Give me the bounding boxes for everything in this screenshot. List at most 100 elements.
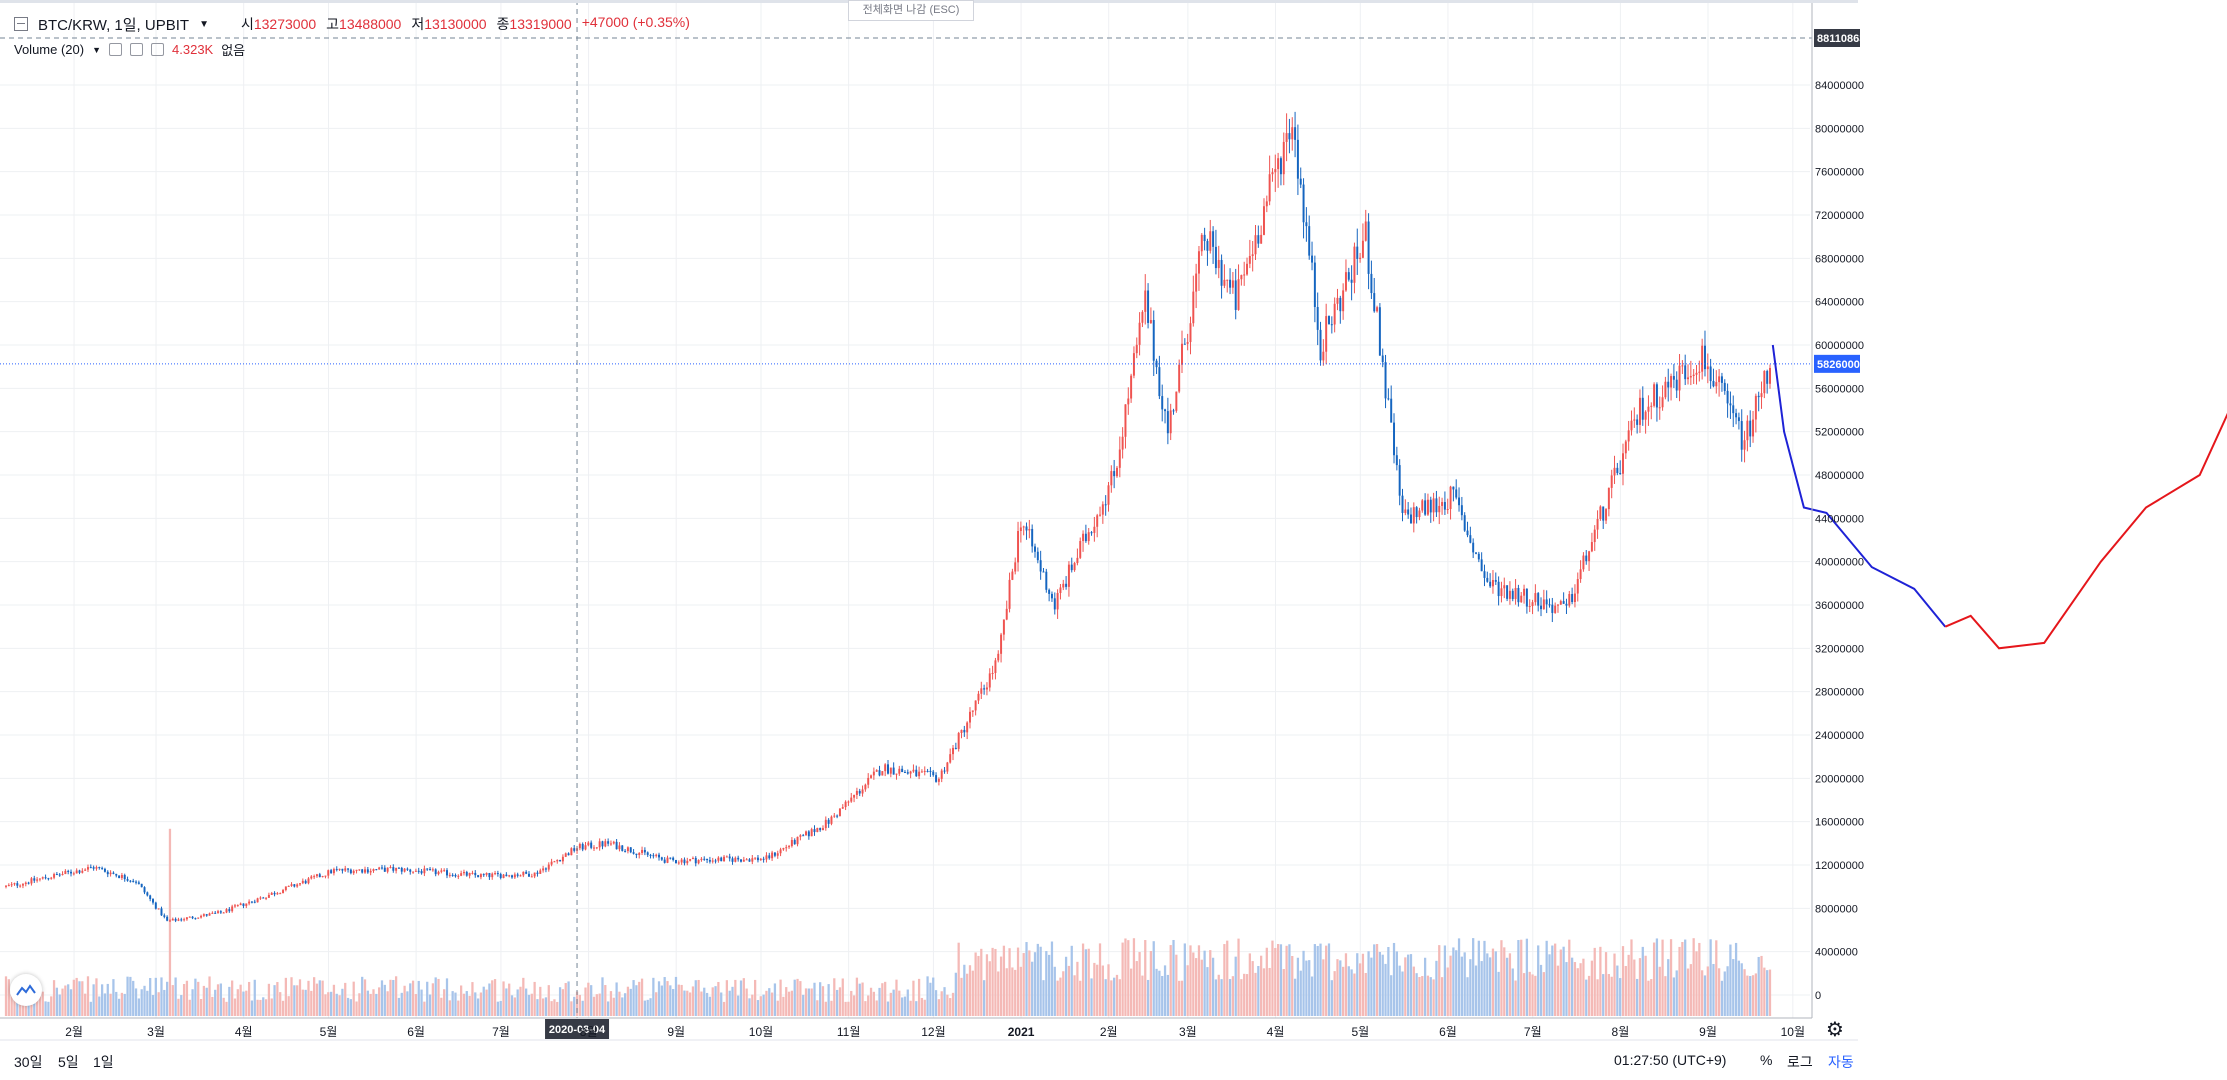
candle-body xyxy=(1720,376,1723,383)
volume-bar xyxy=(253,979,256,1016)
volume-bar xyxy=(1073,975,1076,1016)
volume-bar xyxy=(1686,968,1690,1016)
current-price-text: 58260000 xyxy=(1817,359,1866,371)
candle-body xyxy=(53,874,56,878)
candle-body xyxy=(887,764,889,774)
volume-bar xyxy=(1548,954,1551,1016)
candle-body xyxy=(745,859,748,861)
candle-body xyxy=(33,878,36,881)
volume-bar xyxy=(1720,980,1724,1016)
volume-bar xyxy=(55,987,59,1016)
candle-body xyxy=(103,868,106,872)
range-30d-button[interactable]: 30일 xyxy=(14,1054,43,1070)
candle-body xyxy=(1647,406,1650,412)
high-value: 13488000 xyxy=(339,16,402,32)
volume-bar xyxy=(1296,957,1300,1016)
candle-body xyxy=(1124,404,1127,437)
volume-bar xyxy=(369,993,372,1016)
y-tick-label: 24000000 xyxy=(1815,730,1864,742)
close-icon[interactable] xyxy=(151,43,165,56)
y-tick-label: 48000000 xyxy=(1815,470,1864,482)
volume-bar xyxy=(683,990,686,1016)
volume-bar xyxy=(389,979,392,1016)
candle-body xyxy=(378,867,381,870)
volume-bar xyxy=(1110,980,1113,1016)
candle-body xyxy=(380,867,383,869)
volume-bar xyxy=(604,985,607,1016)
candle-body xyxy=(556,859,559,862)
candle-body xyxy=(1559,601,1562,605)
auto-toggle[interactable]: 자동 xyxy=(1828,1054,1854,1070)
volume-bar xyxy=(163,989,166,1016)
range-5d-button[interactable]: 5일 xyxy=(58,1054,79,1070)
candle-body xyxy=(1384,362,1387,399)
range-1d-button[interactable]: 1일 xyxy=(93,1054,114,1070)
candle-body xyxy=(522,871,525,876)
candle-body xyxy=(205,914,208,916)
candle-body xyxy=(1441,502,1444,506)
volume-bar xyxy=(1226,940,1229,1016)
candle-body xyxy=(457,875,460,877)
volume-bar xyxy=(89,1001,92,1016)
candle-body xyxy=(533,872,536,877)
volume-bar xyxy=(41,991,44,1016)
tradingview-logo[interactable] xyxy=(10,974,42,1006)
volume-bar xyxy=(349,999,353,1016)
volume-bar xyxy=(109,993,112,1016)
volume-bar xyxy=(912,980,915,1016)
volume-bar xyxy=(208,976,211,1016)
candle-body xyxy=(1698,371,1701,373)
low-value: 13130000 xyxy=(424,16,487,32)
volume-bar xyxy=(1681,942,1684,1016)
volume-bar xyxy=(1087,948,1090,1016)
candle-body xyxy=(663,859,666,863)
volume-bar xyxy=(259,999,262,1016)
candle-body xyxy=(1195,273,1198,292)
volume-bar xyxy=(1576,968,1579,1016)
gear-icon[interactable]: ⚙ xyxy=(1826,1019,1844,1041)
volume-bar xyxy=(352,981,355,1016)
candle-body xyxy=(1472,542,1475,553)
volume-bar xyxy=(889,992,892,1016)
percent-toggle[interactable]: % xyxy=(1760,1052,1773,1068)
volume-bar xyxy=(1636,978,1639,1016)
volume-bar xyxy=(1429,977,1432,1016)
candle-body xyxy=(460,873,463,876)
volume-bar xyxy=(940,991,943,1016)
candle-body xyxy=(1011,571,1014,580)
candle-body xyxy=(1692,374,1695,377)
volume-bar xyxy=(1409,954,1413,1016)
symbol-title[interactable]: BTC/KRW, 1일, UPBIT xyxy=(38,16,190,34)
volume-bar xyxy=(151,995,155,1016)
chevron-down-icon[interactable]: ▼ xyxy=(92,44,102,55)
candle-body xyxy=(1336,297,1339,304)
settings-icon[interactable] xyxy=(130,43,144,56)
candle-body xyxy=(375,869,378,871)
volume-label[interactable]: Volume (20) xyxy=(14,42,85,57)
volume-bar xyxy=(61,988,64,1016)
log-toggle[interactable]: 로그 xyxy=(1787,1054,1813,1070)
candle-body xyxy=(581,843,584,850)
volume-bar xyxy=(1155,968,1158,1016)
candle-body xyxy=(983,688,986,690)
candle-body xyxy=(214,912,217,914)
volume-bar xyxy=(380,980,384,1016)
chevron-down-icon[interactable]: ▼ xyxy=(199,18,209,30)
volume-bar xyxy=(1231,976,1235,1016)
candle-body xyxy=(423,868,426,874)
candle-body xyxy=(1234,280,1237,310)
collapse-icon[interactable] xyxy=(14,17,28,31)
volume-bar xyxy=(745,988,748,1016)
candle-body xyxy=(1667,381,1670,388)
candle-body xyxy=(1503,585,1506,589)
eye-icon[interactable] xyxy=(109,43,123,56)
candle-body xyxy=(485,873,488,875)
candle-body xyxy=(680,859,683,863)
volume-bar xyxy=(1053,966,1056,1016)
volume-bar xyxy=(81,981,84,1016)
exit-fullscreen-button[interactable]: 전체화면 나감 (ESC) xyxy=(848,0,974,21)
x-tick-label: 12월 xyxy=(921,1025,945,1039)
candle-body xyxy=(1585,555,1588,562)
volume-bar xyxy=(530,993,533,1016)
